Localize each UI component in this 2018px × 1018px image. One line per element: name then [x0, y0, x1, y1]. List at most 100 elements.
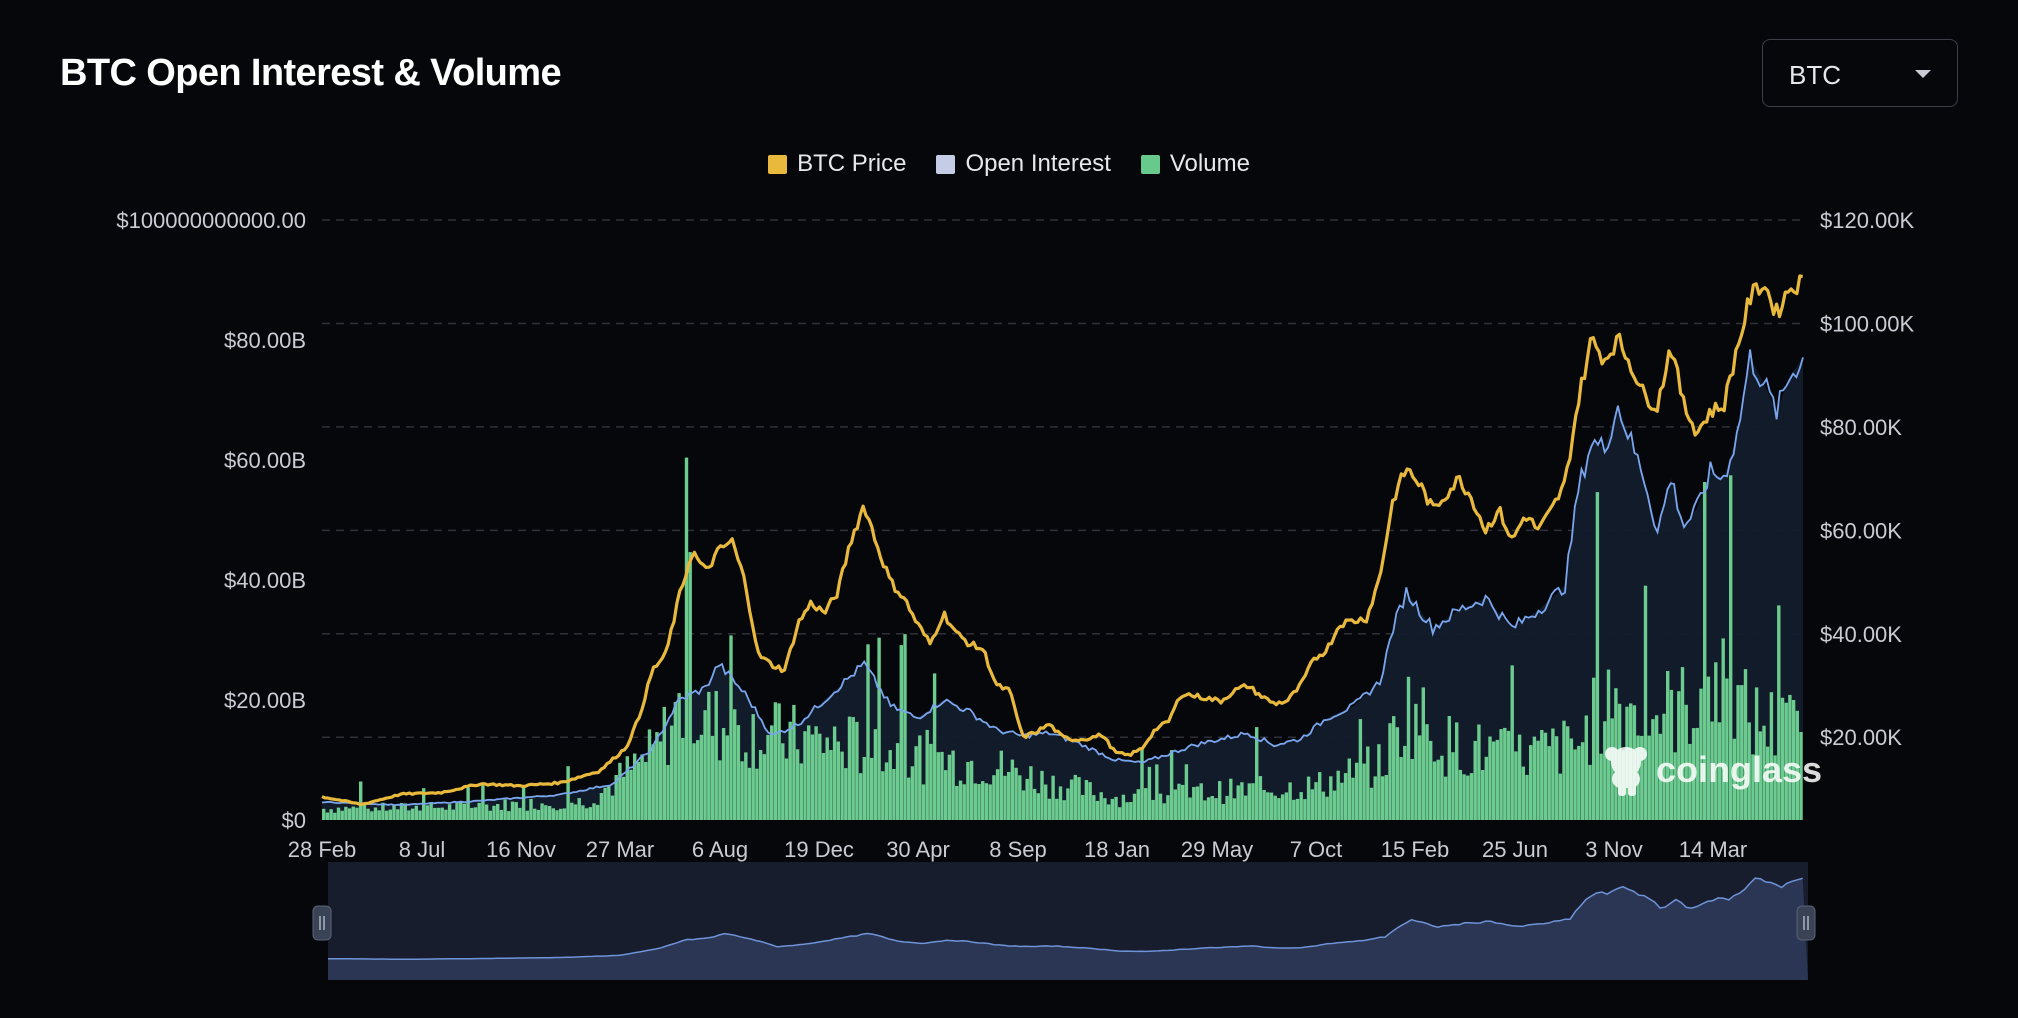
volume-bar	[1651, 719, 1655, 820]
volume-bar	[329, 809, 333, 820]
volume-bar	[925, 729, 929, 820]
legend-item-price[interactable]: BTC Price	[768, 150, 906, 178]
volume-bar	[1292, 799, 1296, 820]
volume-bar	[1691, 728, 1696, 820]
volume-bar	[762, 754, 766, 820]
volume-bar	[1314, 782, 1318, 820]
watermark: coinglass	[1605, 747, 1822, 796]
volume-bar	[473, 807, 478, 820]
volume-bar	[507, 811, 511, 820]
y-right-tick-label: $80.00K	[1820, 415, 1902, 440]
volume-bar	[518, 807, 522, 820]
volume-bar	[1162, 803, 1166, 820]
volume-bar	[1214, 798, 1218, 820]
legend-swatch-price	[768, 154, 788, 174]
volume-bar	[603, 787, 607, 820]
volume-bar	[1103, 798, 1107, 820]
volume-bar	[1440, 755, 1444, 820]
volume-bar	[951, 750, 955, 820]
volume-bar	[555, 810, 559, 820]
volume-bar	[858, 773, 863, 820]
volume-bar	[1717, 722, 1722, 820]
volume-bar	[1029, 766, 1033, 820]
volume-bar	[1240, 782, 1244, 820]
volume-bar	[1025, 778, 1029, 820]
legend-item-open-interest[interactable]: Open Interest	[936, 150, 1111, 178]
volume-bar	[721, 728, 726, 820]
y-right-tick-label: $40.00K	[1820, 622, 1902, 647]
volume-bar	[1347, 758, 1351, 820]
volume-bar	[1647, 735, 1651, 820]
volume-bar	[1547, 746, 1551, 820]
volume-bar	[1488, 736, 1492, 820]
volume-bar	[1158, 793, 1163, 820]
volume-bar	[407, 810, 411, 820]
volume-bar	[459, 801, 463, 820]
y-right-tick-label: $120.00K	[1820, 208, 1915, 233]
volume-bar	[1195, 786, 1200, 820]
volume-bar	[662, 706, 666, 820]
volume-bar	[836, 741, 840, 820]
volume-bar	[929, 743, 933, 820]
volume-bar	[962, 784, 966, 820]
volume-bar	[770, 725, 774, 820]
volume-bar	[447, 804, 452, 820]
volume-bar	[718, 760, 722, 820]
volume-bar	[988, 784, 992, 820]
legend-item-volume[interactable]: Volume	[1140, 150, 1250, 178]
volume-bar	[818, 733, 822, 820]
y-axis-left: $0 $20.00B $40.00B $60.00B $80.00B $100000000…	[116, 208, 306, 833]
volume-bar	[1736, 685, 1740, 820]
volume-bar	[1466, 775, 1470, 820]
volume-bar	[614, 775, 618, 820]
volume-bar	[1784, 702, 1788, 820]
volume-bar	[1077, 777, 1081, 820]
volume-bar	[1132, 793, 1137, 820]
price-line	[321, 274, 1803, 806]
range-navigator[interactable]	[312, 862, 1816, 980]
volume-bar	[1092, 795, 1096, 820]
volume-bar	[744, 752, 748, 820]
volume-bar	[655, 732, 659, 820]
volume-bar	[451, 809, 455, 820]
volume-bar	[1181, 784, 1185, 820]
volume-bar	[755, 768, 759, 820]
volume-bar	[1251, 783, 1255, 820]
volume-bar	[914, 746, 918, 820]
volume-bar	[1536, 740, 1540, 820]
volume-bar	[1014, 767, 1018, 820]
volume-bar	[1066, 788, 1070, 820]
volume-bar	[1766, 746, 1770, 820]
x-axis: 28 Feb 8 Jul 16 Nov 27 Mar 6 Aug 19 Dec 30 Apr…	[288, 837, 1747, 862]
symbol-select[interactable]: BTC	[1762, 39, 1958, 107]
watermark-text: coinglass	[1656, 749, 1822, 790]
volume-bar	[1480, 770, 1485, 820]
volume-bar	[1484, 756, 1488, 820]
navigator-handle-right[interactable]	[1796, 905, 1816, 941]
volume-bar	[681, 737, 685, 820]
volume-bar	[1714, 662, 1718, 820]
volume-bar	[969, 760, 974, 820]
volume-bar	[1506, 730, 1511, 820]
volume-bar	[1580, 742, 1585, 820]
volume-bar	[881, 771, 885, 820]
volume-bar	[884, 762, 889, 820]
chart-legend: BTC Price Open Interest Volume	[0, 150, 2018, 178]
volume-bar	[536, 809, 541, 820]
volume-bar	[733, 709, 737, 820]
navigator-handle-left[interactable]	[312, 905, 332, 941]
volume-bar	[1047, 798, 1052, 820]
volume-bar	[666, 765, 670, 820]
volume-bar	[644, 762, 648, 820]
x-tick-label: 14 Mar	[1679, 837, 1747, 862]
volume-bar	[1284, 792, 1289, 820]
volume-bar	[736, 725, 741, 820]
volume-bar	[1110, 798, 1114, 820]
volume-bar	[688, 552, 692, 820]
y-left-tick-label: $20.00B	[224, 688, 306, 713]
volume-bar	[677, 693, 681, 820]
volume-bar	[844, 768, 848, 820]
volume-bar	[984, 783, 989, 820]
volume-bar	[1280, 794, 1285, 820]
